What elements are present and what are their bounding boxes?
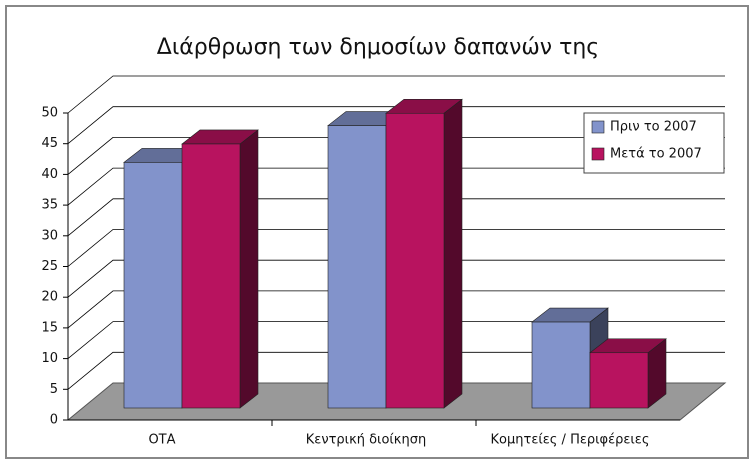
grid-line xyxy=(67,167,725,206)
x-tick-label: ΟΤΑ xyxy=(148,433,175,448)
y-tick-label: 50 xyxy=(41,106,58,121)
grid-line xyxy=(67,290,725,329)
y-tick-label: 40 xyxy=(41,167,58,182)
bar xyxy=(589,352,649,409)
grid-line xyxy=(67,321,725,359)
x-tick-label: Κομητείες / Περιφέρειες xyxy=(491,433,650,448)
legend-swatch xyxy=(591,120,605,134)
legend xyxy=(583,112,725,174)
bar xyxy=(531,321,591,409)
y-tick-label: 25 xyxy=(41,259,58,274)
grid-line xyxy=(67,351,725,390)
bar-side xyxy=(239,129,259,409)
legend-swatch xyxy=(591,147,605,161)
x-tick-label: Κεντρική διοίκηση xyxy=(306,433,426,448)
grid-line xyxy=(67,259,725,298)
grid-line xyxy=(67,229,725,267)
legend-label: Μετά το 2007 xyxy=(610,147,702,162)
bar xyxy=(327,125,387,409)
chart-title: Διάρθρωση των δημοσίων δαπανών της xyxy=(157,35,599,60)
y-tick-label: 30 xyxy=(41,228,58,243)
y-tick-label: 0 xyxy=(50,413,58,428)
bar-side xyxy=(443,98,463,409)
grid-line xyxy=(67,75,725,114)
y-tick-label: 15 xyxy=(41,320,58,335)
y-tick-label: 10 xyxy=(41,351,58,366)
legend-label: Πριν το 2007 xyxy=(610,120,697,135)
bar xyxy=(181,143,241,409)
y-tick-label: 45 xyxy=(41,136,58,151)
grid-line xyxy=(67,106,725,145)
y-tick-label: 20 xyxy=(41,290,58,305)
y-tick-label: 35 xyxy=(41,198,58,213)
grid-line xyxy=(67,136,725,175)
bar xyxy=(385,112,445,409)
grid-line xyxy=(67,198,725,237)
y-tick-label: 5 xyxy=(50,382,58,397)
bar xyxy=(123,162,183,409)
